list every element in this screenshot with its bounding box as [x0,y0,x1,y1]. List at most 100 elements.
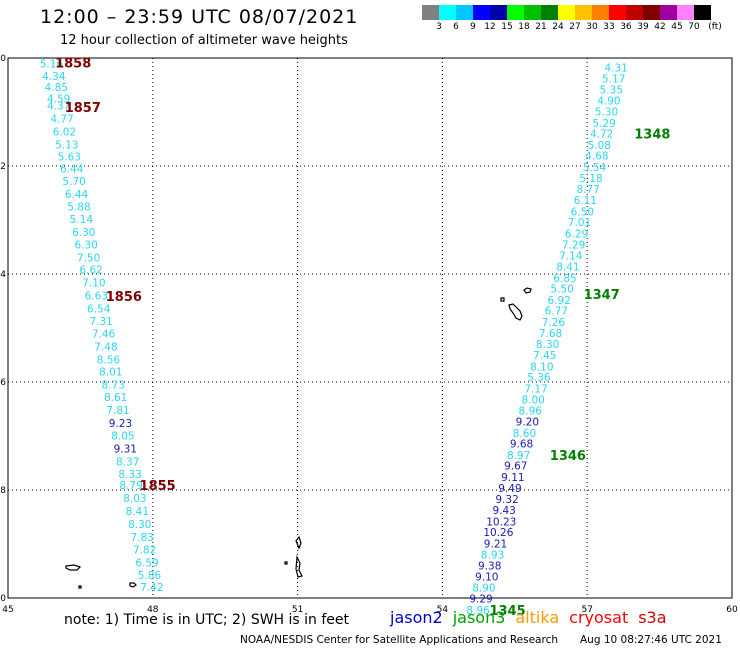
wave-height-value: 9.21 [484,538,507,550]
wave-height-value: 5.29 [592,118,615,130]
wave-height-value: 8.73 [102,380,125,392]
satellite-name: jason2 [390,608,443,627]
legend-tick-label: 36 [620,22,632,32]
legend-swatch [524,5,541,20]
wave-height-value: 5.70 [62,176,85,188]
wave-height-value: 8.77 [576,184,599,196]
wave-height-value: 5.17 [602,74,625,86]
wave-height-value: 4.72 [590,129,613,141]
wave-height-value: 7.46 [92,328,116,340]
wave-height-value: 8.61 [104,392,127,404]
lon-tick-label: 54 [437,605,449,615]
wave-height-value: 7.82 [133,544,156,556]
legend-swatch [558,5,575,20]
island-outline [65,564,82,571]
pass-time-label: 1858 [55,56,91,71]
wave-height-value: 7.29 [562,239,585,251]
wave-height-value: 7.45 [533,350,556,362]
wave-height-value: 4.59 [47,94,70,106]
wave-height-value: 10.26 [483,527,513,539]
pass-time-label: 1347 [584,288,620,303]
satellite-legend: jason2 jason3 altika cryosat s3a [390,608,677,627]
page-subtitle: 12 hour collection of altimeter wave hei… [60,33,348,48]
legend-swatch [490,5,507,20]
lon-tick-label: 57 [581,605,592,615]
wave-height-value: 6.62 [79,265,102,277]
lon-tick-label: 45 [2,605,13,615]
island-outline [295,535,302,550]
lon-tick-label: 60 [726,605,738,615]
wave-height-value: 9.23 [109,418,132,430]
wave-height-value: 7.81 [106,405,129,417]
satellite-name: altika [515,608,560,627]
legend-swatch [626,5,643,20]
lon-tick-label: 48 [147,605,159,615]
wave-height-value: 4.85 [45,82,68,94]
wave-height-value: 8.93 [481,549,504,561]
legend-tick-label: 27 [569,22,581,32]
map-frame [7,57,733,599]
wave-height-value: 9.32 [495,494,518,506]
wave-height-value: 9.49 [498,483,521,495]
satellite-name: jason3 [452,608,506,627]
pass-time-label: 1346 [550,449,586,464]
wave-height-value: 8.10 [530,361,553,373]
wave-height-value: 9.29 [469,594,492,606]
wave-height-value: 6.44 [65,189,89,201]
satellite-name: s3a [638,608,667,627]
legend-tick-label: 15 [501,22,513,32]
wave-height-value: 7.10 [82,278,105,290]
wave-height-value: 8.79 [119,480,142,492]
legend-swatch [473,5,490,20]
legend-tick-label: 6 [453,22,459,32]
wave-height-value: 8.01 [99,367,122,379]
wave-height-value: 7.31 [89,316,112,328]
legend-swatch [541,5,558,20]
legend-swatch [422,5,439,20]
wave-height-value: 4.37 [47,101,70,113]
wave-height-value: 6.30 [74,239,97,251]
legend-swatch [439,5,456,20]
legend-tick-label: 9 [470,22,476,32]
legend-tick-label: 42 [654,22,666,32]
wave-height-value: 7.26 [542,317,566,329]
wave-height-value: 5.54 [583,162,607,174]
wave-height-value: 4.90 [597,96,620,108]
wave-height-value: 8.33 [118,469,141,481]
wave-height-value: 7.48 [94,341,117,353]
wave-height-value: 8.00 [521,394,544,406]
wave-height-value: 6.63 [85,291,108,303]
lat-tick-label: −6 [0,378,6,388]
wave-height-value: 6.59 [135,557,158,569]
island-outline [295,554,303,578]
wave-height-value: 9.67 [504,461,527,473]
legend-swatch [677,5,694,20]
wave-height-value: 8.97 [507,450,530,462]
wave-height-value: 4.68 [585,151,608,163]
wave-height-value: 8.56 [97,354,121,366]
legend-swatch [507,5,524,20]
lat-tick-label: 0 [0,54,6,64]
lat-tick-label: −8 [0,486,6,496]
wave-height-value: 9.38 [478,561,501,573]
footnote: note: 1) Time is in UTC; 2) SWH is in fe… [64,612,350,628]
lat-tick-label: −10 [0,594,6,604]
lat-tick-label: −4 [0,270,6,280]
pass-time-label: 1856 [106,290,142,305]
pass-time-label: 1345 [489,604,525,619]
wave-height-value: 6.02 [53,126,76,138]
legend-swatches [422,5,740,20]
wave-height-value: 9.10 [475,571,498,583]
wave-height-value: 7.50 [77,252,100,264]
legend-swatch [575,5,592,20]
wave-height-value: 9.31 [114,443,137,455]
legend-unit: (ft) [708,22,722,32]
wave-height-value: 8.60 [513,428,536,440]
wave-height-value: 8.41 [126,506,149,518]
wave-height-value: 8.90 [472,583,495,595]
wave-height-value: 5.63 [58,151,81,163]
wave-height-value: 5.88 [67,202,90,214]
wave-height-value: 6.50 [571,206,594,218]
wave-height-value: 5.50 [550,284,573,296]
